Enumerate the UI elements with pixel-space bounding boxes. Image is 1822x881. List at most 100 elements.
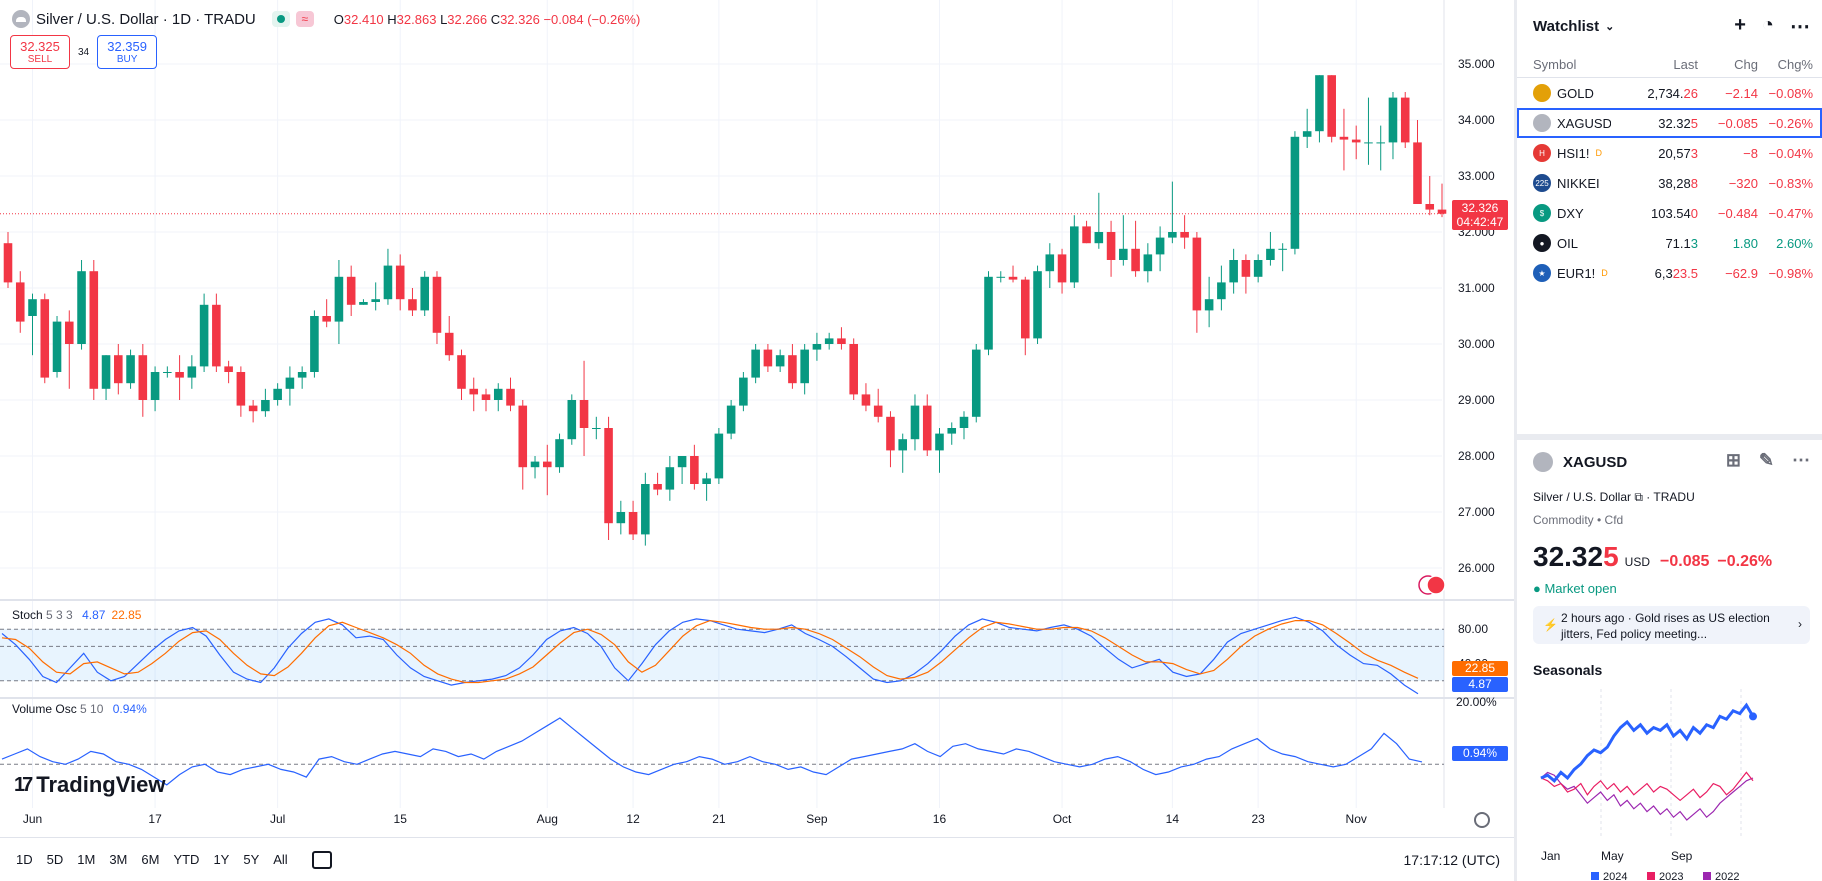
- tradingview-logo[interactable]: 17 TradingView: [14, 772, 166, 797]
- y-tick-label: 30.000: [1458, 337, 1495, 351]
- watchlist-row-hsi1[interactable]: H HSI1! D 20,573 −8 −0.04%: [1517, 138, 1822, 168]
- watchlist-row-xagusd[interactable]: XAGUSD 32.325 −0.085 −0.26%: [1517, 108, 1822, 138]
- candle-body: [604, 428, 613, 524]
- candle: [886, 411, 895, 468]
- col-chg-pct[interactable]: Chg%: [1777, 57, 1813, 72]
- sell-button[interactable]: 32.325 SELL: [10, 35, 70, 69]
- row-symbol-sup: D: [1595, 148, 1603, 158]
- candle: [28, 293, 37, 356]
- candle-body: [1033, 271, 1042, 339]
- col-last[interactable]: Last: [1673, 57, 1698, 72]
- volume-osc-legend[interactable]: Volume Osc 5 10 0.94%: [12, 702, 147, 716]
- watchlist-row-gold[interactable]: GOLD 2,734.26 −2.14 −0.08%: [1517, 78, 1822, 108]
- watchlist-row-dxy[interactable]: $ DXY 103.540 −0.484 −0.47%: [1517, 198, 1822, 228]
- candle: [996, 271, 1006, 283]
- symbol-logo-icon: $: [1533, 204, 1551, 222]
- layout-grid-icon[interactable]: ⊞: [1725, 450, 1741, 470]
- us-flag-icon: [1426, 575, 1446, 595]
- row-chg-pct: −0.08%: [1768, 85, 1813, 101]
- candle: [922, 394, 932, 456]
- chart-area[interactable]: 35.000 34.000 33.000 32.000 31.000 30.000 29.0…: [0, 0, 1514, 881]
- candle-body: [616, 512, 626, 524]
- watchlist-row-oil[interactable]: ● OIL 71.13 1.80 2.60%: [1517, 228, 1822, 258]
- seasonals-chart[interactable]: Jan May Sep 2024 2023 2022: [1531, 684, 1811, 881]
- edit-icon[interactable]: ✎: [1758, 450, 1774, 470]
- candle-body: [1168, 232, 1177, 238]
- pie-chart-icon[interactable]: ◔: [1761, 14, 1774, 36]
- candle-body: [579, 400, 589, 428]
- buy-button[interactable]: 32.359 BUY: [97, 35, 158, 69]
- candle: [616, 500, 626, 535]
- range-6m[interactable]: 6M: [141, 852, 160, 867]
- stoch-k-tag: 4.87: [1452, 677, 1508, 692]
- row-last-main: 20,57: [1658, 145, 1691, 161]
- wave-icon[interactable]: ≈: [295, 11, 314, 27]
- symbol-logo-icon: [1533, 114, 1551, 132]
- candle-body: [1057, 254, 1067, 283]
- candle: [1070, 215, 1079, 288]
- utc-clock[interactable]: 17:17:12 (UTC): [1403, 851, 1500, 868]
- candle-body: [89, 271, 99, 389]
- candle: [346, 265, 356, 316]
- candle: [1351, 125, 1361, 160]
- range-5y[interactable]: 5Y: [243, 852, 260, 867]
- candle: [420, 271, 430, 316]
- candle: [1020, 276, 1030, 356]
- candle-body: [714, 433, 724, 479]
- candle-body: [297, 372, 307, 378]
- watchlist-columns: Symbol Last Chg Chg%: [1517, 52, 1822, 78]
- market-status-icon[interactable]: [271, 11, 290, 27]
- candle-body: [1278, 248, 1287, 250]
- stoch-legend[interactable]: Stoch 5 3 3 4.87 22.85: [12, 608, 142, 622]
- settings-gear-icon[interactable]: [1474, 812, 1490, 828]
- range-1y[interactable]: 1Y: [213, 852, 230, 867]
- more-icon[interactable]: ⋯: [1790, 16, 1810, 38]
- col-symbol[interactable]: Symbol: [1533, 57, 1577, 72]
- candle-body: [126, 355, 135, 384]
- col-chg[interactable]: Chg: [1734, 57, 1758, 72]
- candle-body: [1143, 254, 1153, 272]
- candle-body: [1376, 142, 1386, 144]
- range-all[interactable]: All: [273, 852, 288, 867]
- candle: [1364, 97, 1373, 165]
- external-link-icon[interactable]: ⧉: [1634, 490, 1643, 504]
- watchlist-row-eur1[interactable]: ★ EUR1! D 6,323.5 −62.9 −0.98%: [1517, 258, 1822, 288]
- candle-body: [1413, 142, 1422, 204]
- candle: [1180, 215, 1189, 249]
- candle: [310, 310, 319, 378]
- candle-body: [1119, 248, 1128, 260]
- calendar-icon[interactable]: [311, 850, 332, 869]
- candle-body: [971, 349, 981, 417]
- watchlist-title[interactable]: Watchlist: [1533, 17, 1600, 35]
- row-chg: −0.484: [1717, 205, 1758, 221]
- add-symbol-icon[interactable]: +: [1734, 14, 1746, 36]
- range-3m[interactable]: 3M: [109, 852, 128, 867]
- details-exchange: · TRADU: [1646, 490, 1695, 504]
- candle: [1290, 131, 1300, 255]
- candle: [322, 299, 331, 328]
- candle: [89, 260, 99, 400]
- range-1d[interactable]: 1D: [16, 852, 33, 867]
- chart-canvas[interactable]: 35.00034.00033.00032.00031.00030.00029.0…: [0, 0, 1514, 837]
- details-name[interactable]: Silver / U.S. Dollar: [1533, 490, 1632, 504]
- row-symbol: XAGUSD: [1517, 114, 1611, 132]
- news-item[interactable]: ⚡ 2 hours ago · Gold rises as US electio…: [1533, 606, 1810, 644]
- symbol-title[interactable]: Silver / U.S. Dollar · 1D · TRADU: [36, 10, 256, 28]
- trade-panel: 32.325 SELL 34 32.359 BUY: [10, 35, 158, 69]
- watchlist-row-nikkei[interactable]: 225 NIKKEI 38,288 −320 −0.83%: [1517, 168, 1822, 198]
- details-symbol[interactable]: XAGUSD: [1563, 453, 1628, 471]
- range-ytd[interactable]: YTD: [173, 852, 200, 867]
- row-last: 38,288: [1611, 176, 1698, 191]
- candle: [236, 366, 246, 417]
- candle-body: [114, 355, 123, 384]
- range-5d[interactable]: 5D: [46, 852, 64, 867]
- chevron-down-icon[interactable]: ⌄: [1605, 20, 1615, 33]
- more-icon[interactable]: ⋯: [1792, 450, 1810, 470]
- candle: [1057, 248, 1067, 294]
- candle: [163, 366, 172, 378]
- candle: [175, 355, 184, 400]
- details-price-row: 32.325 USD −0.085 −0.26%: [1517, 541, 1822, 573]
- seasonal-line-2024: [1540, 702, 1755, 783]
- range-1m[interactable]: 1M: [77, 852, 96, 867]
- seasonals-title[interactable]: Seasonals: [1533, 662, 1603, 678]
